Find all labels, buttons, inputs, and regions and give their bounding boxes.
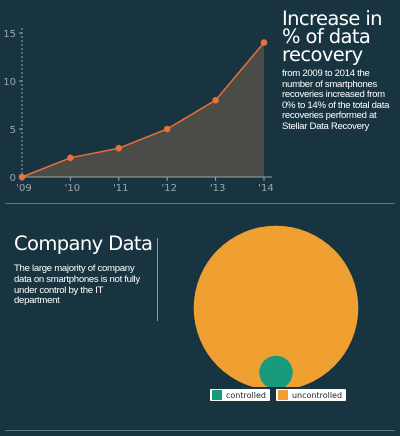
bubble-legend: controlled uncontrolled: [210, 389, 347, 401]
x-tick-label: '11: [113, 183, 128, 194]
data-point: [260, 39, 268, 46]
section-divider: [5, 203, 395, 204]
data-point: [115, 144, 123, 152]
y-tick-label: 10: [3, 77, 16, 88]
data-point: [212, 96, 219, 104]
company-description: The large majority of company data on sm…: [14, 263, 140, 307]
data-point: [67, 154, 74, 162]
data-point: [163, 125, 171, 133]
data-point: [18, 173, 26, 181]
vertical-separator: [157, 238, 158, 321]
x-tick-label: '12: [161, 183, 176, 194]
recovery-line-chart-svg: 0 5 10 15 '09 '10 '11 '12 '13 '14: [3, 28, 274, 194]
x-tick-label: '14: [258, 183, 273, 194]
y-tick-label: 0: [10, 173, 16, 184]
y-tick-label: 5: [10, 125, 16, 136]
bubble-uncontrolled: [193, 225, 359, 387]
series-line: [21, 42, 265, 178]
area-fill: [22, 42, 264, 177]
company-title: Company Data: [14, 232, 153, 255]
controlled-swatch: [212, 390, 222, 400]
bubble-controlled: [259, 355, 293, 387]
bottom-divider: [5, 430, 395, 431]
uncontrolled-swatch: [277, 390, 288, 400]
legend-controlled: controlled: [210, 389, 270, 401]
increase-title: Increase in % of data recovery: [282, 7, 383, 66]
increase-description: from 2009 to 2014 the number of smartpho…: [282, 68, 390, 132]
legend-uncontrolled: uncontrolled: [275, 389, 347, 401]
x-tick-label: '13: [210, 183, 225, 194]
x-tick-label: '10: [65, 183, 80, 194]
legend-uncontrolled-label: uncontrolled: [291, 390, 343, 400]
legend-controlled-label: controlled: [226, 390, 266, 400]
company-data-bubble-chart: [193, 225, 359, 387]
y-tick-label: 15: [3, 29, 16, 40]
recovery-line-chart: 0 5 10 15 '09 '10 '11 '12 '13 '14: [0, 0, 280, 200]
x-tick-label: '09: [16, 183, 31, 194]
